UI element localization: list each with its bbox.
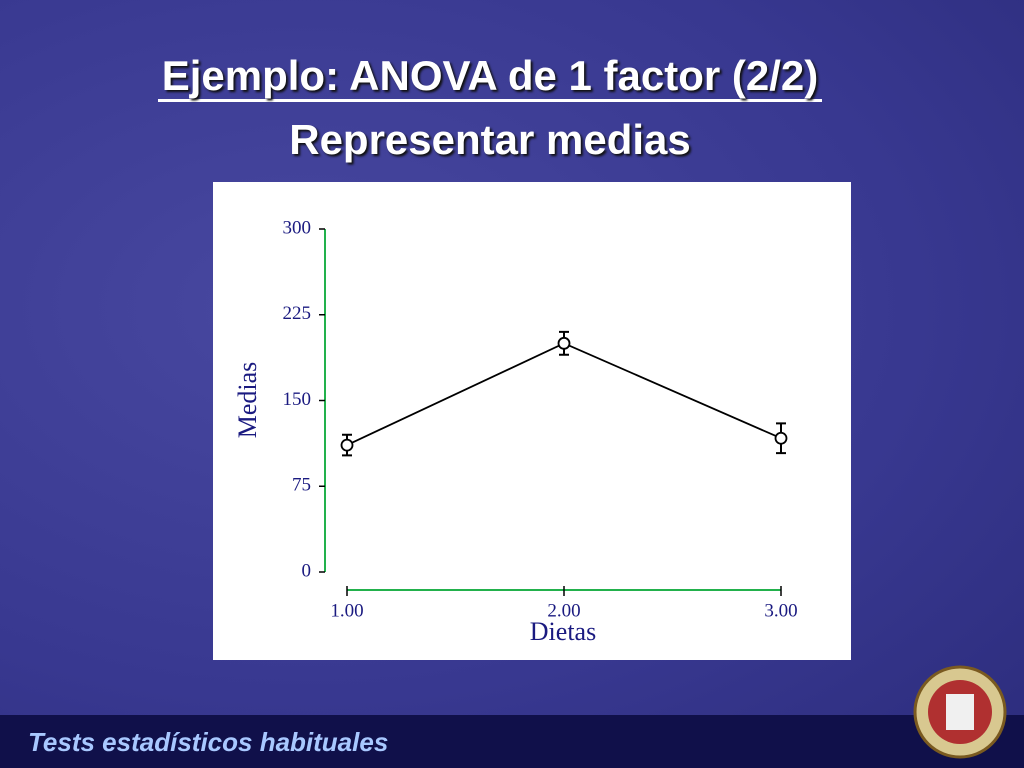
slide-title: Ejemplo: ANOVA de 1 factor (2/2) bbox=[0, 52, 980, 102]
y-tick-label: 225 bbox=[283, 303, 312, 324]
y-tick-label: 0 bbox=[302, 560, 312, 581]
slide-title-text: Ejemplo: ANOVA de 1 factor (2/2) bbox=[157, 52, 823, 102]
x-tick-label: 2.00 bbox=[547, 600, 580, 621]
y-tick-label: 75 bbox=[292, 475, 311, 496]
data-point bbox=[340, 438, 354, 452]
x-tick-label: 1.00 bbox=[330, 600, 363, 621]
y-axis-title: Medias bbox=[233, 362, 262, 439]
x-axis-title: Dietas bbox=[530, 617, 596, 646]
x-tick-label: 3.00 bbox=[764, 600, 797, 621]
chart-background bbox=[213, 182, 851, 660]
y-tick-label: 300 bbox=[283, 217, 312, 238]
footer-text: Tests estadísticos habituales bbox=[28, 727, 389, 757]
footer-bar: Tests estadísticos habituales bbox=[0, 715, 1024, 768]
y-tick-label: 150 bbox=[283, 389, 312, 410]
data-point bbox=[557, 336, 571, 350]
slide-subtitle: Representar medias bbox=[289, 116, 691, 163]
chart: Dietas Medias 0 75 150 225 300 1.00 2.00 3.00 bbox=[213, 182, 851, 660]
logo bbox=[913, 665, 1007, 759]
data-point bbox=[774, 431, 788, 445]
